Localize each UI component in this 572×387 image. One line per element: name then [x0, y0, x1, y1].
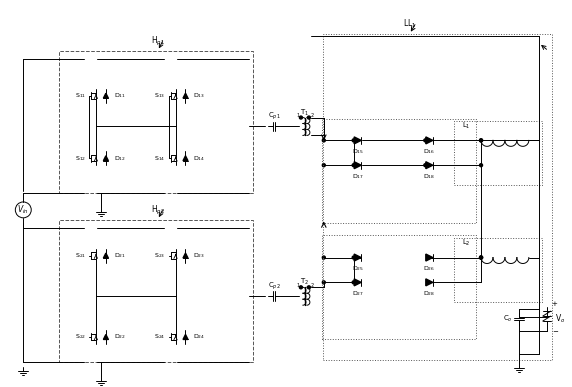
Circle shape	[352, 281, 355, 284]
Polygon shape	[426, 279, 433, 286]
Text: L$_1$: L$_1$	[462, 120, 470, 130]
Circle shape	[424, 164, 427, 167]
Bar	[59, 220, 253, 362]
Circle shape	[352, 164, 355, 167]
Circle shape	[307, 286, 311, 289]
Text: C$_{p2}$: C$_{p2}$	[268, 281, 280, 292]
Circle shape	[323, 281, 325, 284]
Circle shape	[299, 286, 303, 289]
Text: D$_{12}$: D$_{12}$	[114, 154, 126, 163]
Polygon shape	[104, 334, 108, 339]
Circle shape	[479, 256, 483, 259]
Text: D$_{15}$: D$_{15}$	[352, 147, 364, 156]
Polygon shape	[426, 162, 433, 169]
Text: S$_{11}$: S$_{11}$	[75, 91, 86, 100]
Polygon shape	[183, 93, 188, 98]
Polygon shape	[104, 93, 108, 98]
Text: S$_{12}$: S$_{12}$	[75, 154, 86, 163]
Text: D$_{24}$: D$_{24}$	[193, 332, 205, 341]
Text: +: +	[552, 301, 558, 307]
Text: D$_{13}$: D$_{13}$	[193, 91, 205, 100]
Circle shape	[299, 116, 303, 119]
Polygon shape	[104, 253, 108, 258]
Text: −: −	[552, 329, 558, 335]
Text: D$_{11}$: D$_{11}$	[114, 91, 126, 100]
Text: 1: 1	[296, 283, 300, 288]
Text: D$_{25}$: D$_{25}$	[352, 264, 364, 273]
Polygon shape	[183, 156, 188, 161]
Circle shape	[323, 164, 325, 167]
Text: 2: 2	[311, 113, 313, 118]
Text: 2: 2	[311, 283, 313, 288]
Text: D$_{14}$: D$_{14}$	[193, 154, 205, 163]
Text: S$_{13}$: S$_{13}$	[154, 91, 165, 100]
Bar	[322, 235, 476, 339]
Polygon shape	[354, 279, 361, 286]
Circle shape	[479, 256, 483, 259]
Bar	[59, 51, 253, 193]
Text: D$_{21}$: D$_{21}$	[114, 251, 126, 260]
Circle shape	[479, 164, 483, 167]
Text: S$_{22}$: S$_{22}$	[75, 332, 86, 341]
Polygon shape	[104, 156, 108, 161]
Polygon shape	[426, 137, 433, 144]
Polygon shape	[183, 334, 188, 339]
Text: H$_{p1}$: H$_{p1}$	[150, 34, 165, 48]
Bar	[322, 118, 476, 223]
Text: $V_{in}$: $V_{in}$	[17, 204, 29, 216]
Circle shape	[479, 139, 483, 142]
Text: 1: 1	[296, 113, 300, 118]
Text: D$_{23}$: D$_{23}$	[193, 251, 205, 260]
Text: S$_{23}$: S$_{23}$	[154, 251, 165, 260]
Polygon shape	[183, 253, 188, 258]
Polygon shape	[426, 254, 433, 261]
Circle shape	[307, 116, 311, 119]
Text: T$_2$: T$_2$	[300, 277, 309, 288]
Text: LL$_1$: LL$_1$	[403, 18, 416, 31]
Text: T$_1$: T$_1$	[300, 108, 309, 118]
Text: V$_o$: V$_o$	[555, 313, 566, 325]
Text: C$_{p1}$: C$_{p1}$	[268, 111, 280, 122]
Text: S$_{24}$: S$_{24}$	[154, 332, 165, 341]
Bar	[454, 120, 542, 185]
Text: L$_2$: L$_2$	[462, 238, 470, 248]
Text: D$_{27}$: D$_{27}$	[352, 289, 364, 298]
Text: H$_{p2}$: H$_{p2}$	[150, 204, 165, 217]
Text: D$_{17}$: D$_{17}$	[352, 172, 364, 181]
Text: D$_{28}$: D$_{28}$	[423, 289, 435, 298]
Bar	[323, 34, 552, 360]
Circle shape	[352, 139, 355, 142]
Text: S$_{14}$: S$_{14}$	[154, 154, 165, 163]
Text: S$_{21}$: S$_{21}$	[75, 251, 86, 260]
Text: D$_{16}$: D$_{16}$	[423, 147, 435, 156]
Text: D$_{22}$: D$_{22}$	[114, 332, 126, 341]
Circle shape	[479, 256, 483, 259]
Circle shape	[424, 139, 427, 142]
Polygon shape	[354, 137, 361, 144]
Circle shape	[352, 256, 355, 259]
Polygon shape	[354, 254, 361, 261]
Text: D$_{18}$: D$_{18}$	[423, 172, 435, 181]
Polygon shape	[354, 162, 361, 169]
Bar	[454, 238, 542, 302]
Circle shape	[323, 256, 325, 259]
Text: C$_o$: C$_o$	[503, 314, 513, 324]
Circle shape	[479, 139, 483, 142]
Text: D$_{26}$: D$_{26}$	[423, 264, 435, 273]
Circle shape	[323, 139, 325, 142]
